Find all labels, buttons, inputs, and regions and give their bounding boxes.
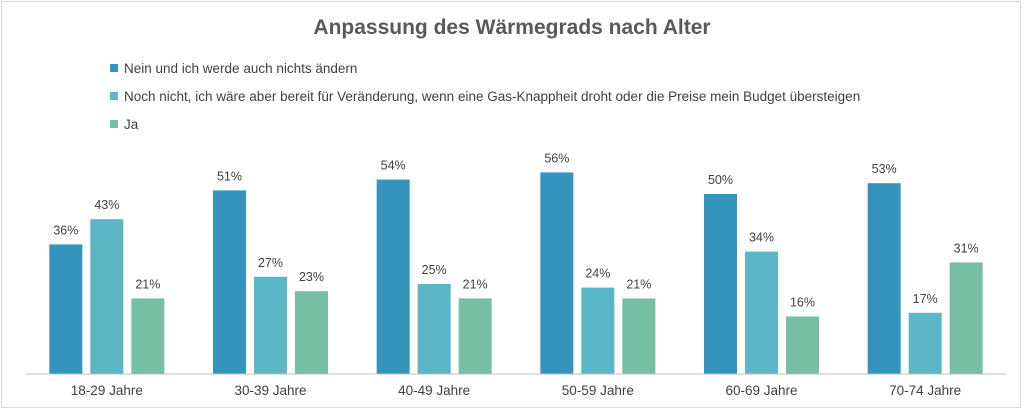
bar-70-74-jahre-series-1 [867, 183, 901, 374]
x-tick-label: 50-59 Jahre [562, 383, 634, 398]
bar-60-69-jahre-series-3 [786, 316, 819, 374]
bar-60-69-jahre-series-2 [745, 251, 778, 374]
x-tick-label: 18-29 Jahre [71, 383, 143, 398]
data-label: 54% [381, 159, 406, 173]
x-tick-label: 70-74 Jahre [889, 383, 961, 398]
legend-swatch-1 [110, 64, 118, 72]
data-label: 17% [913, 292, 938, 306]
chart-title: Anpassung des Wärmegrads nach Alter [313, 16, 710, 39]
bar-70-74-jahre-series-2 [908, 312, 942, 374]
bar-50-59-jahre-series-3 [622, 298, 656, 374]
x-tick-label: 30-39 Jahre [234, 383, 306, 398]
data-label: 16% [790, 295, 815, 309]
x-tick-label: 60-69 Jahre [725, 383, 797, 398]
bar-50-59-jahre-series-2 [581, 287, 615, 374]
bar-50-59-jahre-series-1 [540, 172, 574, 374]
bars-group [49, 172, 983, 374]
data-label: 21% [626, 277, 651, 291]
bar-40-49-jahre-series-2 [417, 284, 451, 374]
legend-label-3: Ja [124, 117, 139, 132]
value-labels-group: 36% 43% 21% 51% 27% 23% 54% 25% 21% 56% 24% 21% 50% 3… [53, 151, 978, 309]
data-label: 56% [544, 151, 569, 165]
bar-70-74-jahre-series-3 [949, 262, 983, 374]
data-label: 25% [422, 263, 447, 277]
bar-40-49-jahre-series-1 [376, 179, 410, 374]
data-label: 51% [217, 169, 242, 183]
x-tick-label: 40-49 Jahre [398, 383, 470, 398]
bar-18-29-jahre-series-3 [131, 298, 165, 374]
bar-18-29-jahre-series-1 [49, 244, 83, 374]
data-label: 24% [585, 267, 610, 281]
bar-18-29-jahre-series-2 [90, 219, 124, 374]
data-label: 21% [463, 277, 488, 291]
data-label: 21% [135, 277, 160, 291]
bar-30-39-jahre-series-2 [254, 276, 287, 374]
legend-swatch-2 [110, 92, 118, 100]
bar-30-39-jahre-series-1 [213, 190, 246, 374]
data-label: 31% [954, 241, 979, 255]
legend: Nein und ich werde auch nichts ändern Noc… [110, 61, 860, 132]
legend-label-1: Nein und ich werde auch nichts ändern [124, 61, 357, 76]
data-label: 36% [53, 223, 78, 237]
data-label: 53% [872, 162, 897, 176]
x-tick-labels: 18-29 Jahre 30-39 Jahre 40-49 Jahre 50-59 J… [71, 383, 961, 398]
data-label: 43% [94, 198, 119, 212]
data-label: 50% [708, 173, 733, 187]
legend-label-2: Noch nicht, ich wäre aber bereit für Ver… [124, 89, 860, 104]
data-label: 27% [258, 256, 283, 270]
bar-40-49-jahre-series-3 [458, 298, 492, 374]
data-label: 34% [749, 231, 774, 245]
data-label: 23% [299, 270, 324, 284]
bar-30-39-jahre-series-3 [295, 291, 328, 374]
bar-60-69-jahre-series-1 [704, 194, 737, 374]
legend-swatch-3 [110, 120, 118, 128]
